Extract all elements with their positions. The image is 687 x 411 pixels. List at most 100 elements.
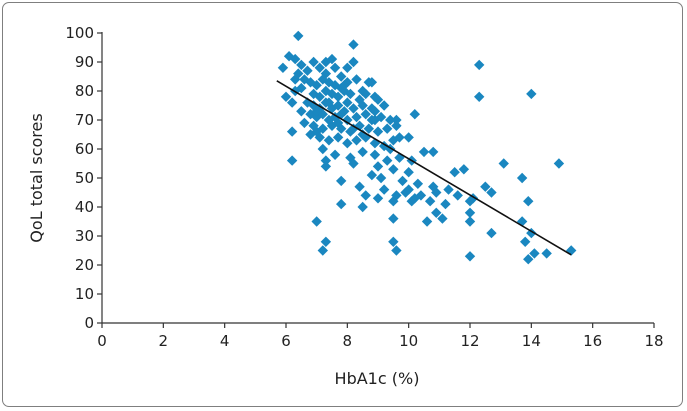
y-tick-label: 30 (75, 227, 94, 245)
data-point (409, 109, 420, 120)
data-point (382, 155, 393, 166)
data-point (458, 164, 470, 175)
y-tick-label: 40 (75, 198, 94, 216)
data-point (342, 62, 353, 73)
x-tick-label: 18 (644, 332, 663, 350)
data-point (566, 245, 577, 256)
data-point (360, 88, 371, 100)
data-point (529, 248, 540, 259)
data-point (296, 82, 307, 94)
data-point (369, 106, 381, 117)
data-point (311, 126, 322, 137)
data-point (280, 91, 292, 102)
data-point (385, 114, 396, 126)
data-point (516, 172, 528, 184)
data-point (348, 158, 359, 169)
data-point (541, 248, 552, 259)
data-point (366, 169, 378, 181)
data-point (516, 216, 528, 227)
x-axis-title: HbA1c (%) (335, 369, 420, 388)
data-point (308, 56, 319, 68)
data-point (351, 111, 362, 123)
data-point (378, 184, 390, 195)
data-point (339, 80, 350, 91)
x-tick-label: 14 (522, 332, 541, 350)
data-point (418, 146, 430, 158)
data-point (286, 97, 298, 108)
data-point (372, 161, 384, 172)
trendline (276, 80, 572, 256)
data-point (277, 62, 289, 73)
data-point (523, 254, 534, 265)
data-point (332, 132, 344, 143)
data-point (326, 120, 338, 131)
y-tick-label: 70 (75, 111, 94, 129)
data-point (336, 198, 347, 210)
data-point (326, 53, 338, 65)
data-point (311, 80, 322, 91)
data-point (345, 88, 356, 100)
data-point (498, 158, 509, 169)
data-point (342, 114, 353, 126)
data-point (391, 120, 402, 131)
data-point (391, 114, 402, 126)
y-tick-label: 100 (65, 24, 94, 42)
data-points (277, 30, 577, 265)
data-point (332, 117, 344, 129)
y-tick-label: 0 (84, 314, 94, 332)
axes: 0 10 20 30 40 50 60 70 80 90 100 0 2 4 6 8 10 12 14 16 18 (65, 24, 663, 350)
data-point (431, 187, 442, 198)
data-point (443, 184, 454, 195)
data-point (424, 196, 436, 207)
data-point (317, 245, 328, 256)
y-tick-label: 60 (75, 140, 94, 158)
data-point (357, 201, 368, 213)
data-point (464, 251, 476, 262)
data-point (464, 207, 476, 218)
data-point (372, 193, 384, 204)
data-point (357, 146, 368, 158)
data-point (323, 97, 335, 108)
data-point (320, 56, 332, 68)
data-point (375, 172, 387, 184)
data-point (388, 236, 399, 247)
x-tick-label: 6 (281, 332, 291, 350)
data-point (437, 213, 448, 224)
data-point (305, 129, 316, 140)
data-point (406, 196, 417, 207)
data-point (286, 155, 298, 166)
data-point (388, 196, 399, 207)
x-tick-label: 16 (583, 332, 602, 350)
data-point (480, 181, 491, 192)
data-point (348, 103, 359, 114)
data-point (290, 74, 301, 85)
data-point (286, 126, 298, 137)
data-point (486, 227, 497, 239)
data-point (357, 100, 368, 111)
data-point (526, 88, 537, 100)
data-point (397, 175, 408, 187)
data-point (431, 207, 442, 218)
x-tick-label: 2 (159, 332, 169, 350)
data-point (296, 59, 307, 71)
data-point (320, 155, 332, 166)
data-point (320, 161, 332, 172)
data-point (314, 91, 325, 102)
data-point (486, 187, 497, 198)
y-tick-label: 50 (75, 169, 94, 187)
data-point (332, 91, 344, 102)
data-point (428, 146, 439, 158)
data-point (372, 126, 384, 137)
x-tick-label: 4 (220, 332, 230, 350)
data-point (388, 164, 399, 175)
data-point (449, 167, 460, 178)
data-point (342, 138, 353, 149)
data-point (366, 77, 378, 88)
data-point (329, 149, 341, 160)
y-tick-label: 80 (75, 82, 94, 100)
y-tick-label: 90 (75, 53, 94, 71)
data-point (357, 129, 368, 140)
x-tick-label: 0 (97, 332, 107, 350)
data-point (421, 216, 433, 227)
data-point (382, 123, 393, 134)
